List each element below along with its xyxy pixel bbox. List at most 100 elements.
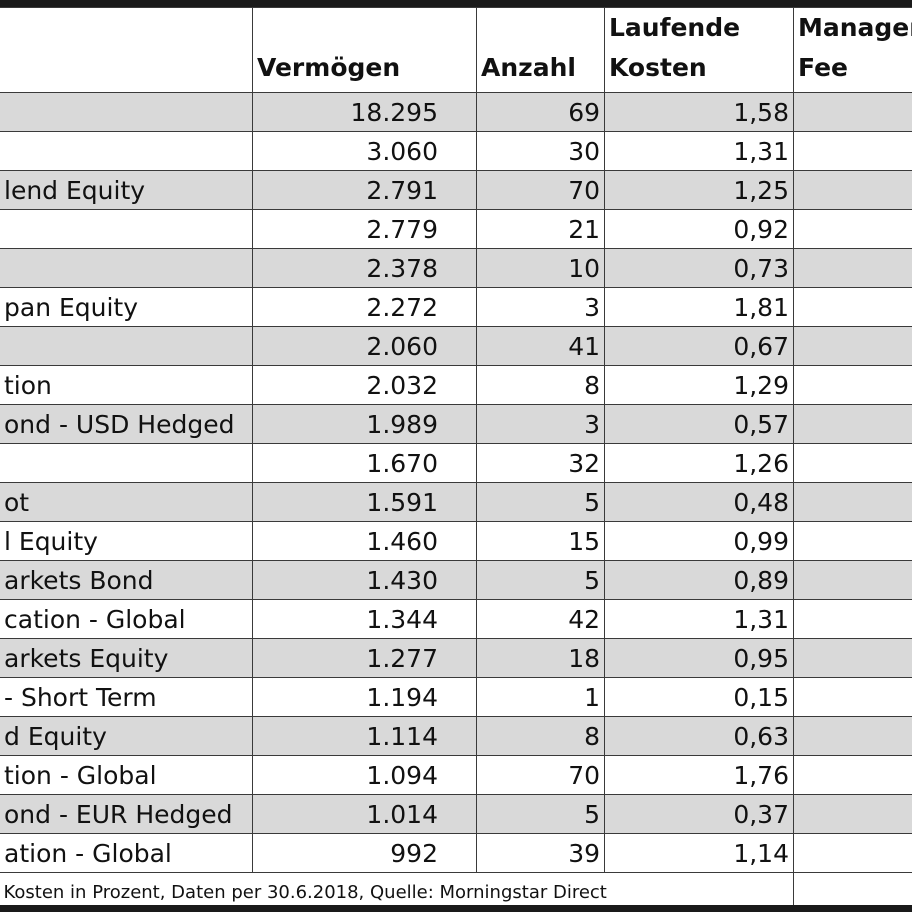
fund-name [0,326,253,366]
fund-name: arkets Bond [0,560,253,600]
cell: 0,89 [604,560,794,600]
table-row: cation - Global 1.344 42 1,31 [0,599,912,639]
fund-name: arkets Equity [0,638,253,678]
cell: 2.791 [252,170,477,210]
cell: 0,73 [604,248,794,288]
header-row: Vermögen Anzahl Laufende Kosten Management Fe… [0,7,912,93]
cell: 8 [476,365,605,405]
fund-name [0,131,253,171]
header-cell: Laufende Kosten [604,7,794,93]
cell: 0,67 [604,326,794,366]
cell: 2.779 [252,209,477,249]
table-row: arkets Equity 1.277 18 0,95 [0,638,912,678]
fund-name [0,209,253,249]
cell [793,833,912,873]
cell: 992 [252,833,477,873]
header-text: Management [798,13,912,42]
table-row: 18.295 69 1,58 [0,92,912,132]
cell: 1,31 [604,599,794,639]
cell [793,131,912,171]
cell: 2.378 [252,248,477,288]
cell [793,677,912,717]
cell: 0,15 [604,677,794,717]
fund-name: ond - EUR Hedged [0,794,253,834]
table-row: ond - EUR Hedged 1.014 5 0,37 [0,794,912,834]
fund-name: pan Equity [0,287,253,327]
cell [793,170,912,210]
table-row: l Equity 1.460 15 0,99 [0,521,912,561]
cell: 1.670 [252,443,477,483]
cell [793,482,912,522]
cell: 42 [476,599,605,639]
cell [793,92,912,132]
cell [793,638,912,678]
cell: 0,48 [604,482,794,522]
cell: 39 [476,833,605,873]
cell: 0,92 [604,209,794,249]
cell: 1,76 [604,755,794,795]
table-row: lend Equity 2.791 70 1,25 [0,170,912,210]
fund-name: ation - Global [0,833,253,873]
table-screenshot: Vermögen Anzahl Laufende Kosten Management Fe… [0,7,912,905]
fund-name: ot [0,482,253,522]
cell: 1.591 [252,482,477,522]
cell: 1,31 [604,131,794,171]
cell: 1,81 [604,287,794,327]
cell: 1.344 [252,599,477,639]
cell: 0,57 [604,404,794,444]
cell: 2.032 [252,365,477,405]
header-text: Anzahl [481,53,576,82]
cell: 1.277 [252,638,477,678]
table-row: 1.670 32 1,26 [0,443,912,483]
footer-row: Kosten in Prozent, Daten per 30.6.2018, … [0,872,912,905]
header-cell: Anzahl [476,7,605,93]
cell: 1,25 [604,170,794,210]
cell [793,755,912,795]
fund-name [0,248,253,288]
cell [793,794,912,834]
cell: 5 [476,482,605,522]
fund-name: tion - Global [0,755,253,795]
cell: 1.094 [252,755,477,795]
cell: 30 [476,131,605,171]
footnote: Kosten in Prozent, Daten per 30.6.2018, … [0,872,794,905]
table-row: 2.378 10 0,73 [0,248,912,288]
cell: 21 [476,209,605,249]
cell: 15 [476,521,605,561]
table-row: ond - USD Hedged 1.989 3 0,57 [0,404,912,444]
cell: 0,95 [604,638,794,678]
table-row: pan Equity 2.272 3 1,81 [0,287,912,327]
fund-name: ond - USD Hedged [0,404,253,444]
cell: 5 [476,794,605,834]
cell: 2.272 [252,287,477,327]
fund-name: lend Equity [0,170,253,210]
header-text: Kosten [609,53,707,82]
cell [793,443,912,483]
cell: 10 [476,248,605,288]
table-row: - Short Term 1.194 1 0,15 [0,677,912,717]
cell: 1,14 [604,833,794,873]
cell: 1,26 [604,443,794,483]
cell [793,872,912,905]
cell: 18 [476,638,605,678]
fund-table: Vermögen Anzahl Laufende Kosten Management Fe… [0,7,912,905]
cell: 70 [476,170,605,210]
cell: 3.060 [252,131,477,171]
table-row: 2.779 21 0,92 [0,209,912,249]
cell: 18.295 [252,92,477,132]
fund-name: d Equity [0,716,253,756]
cell: 69 [476,92,605,132]
fund-name [0,92,253,132]
cell: 0,37 [604,794,794,834]
cell: 3 [476,404,605,444]
header-text: Fee [798,53,848,82]
table-row: ot 1.591 5 0,48 [0,482,912,522]
table-row: 2.060 41 0,67 [0,326,912,366]
fund-name [0,443,253,483]
cell [793,326,912,366]
header-text: Laufende [609,13,741,42]
cell [793,716,912,756]
fund-name: l Equity [0,521,253,561]
fund-name: - Short Term [0,677,253,717]
